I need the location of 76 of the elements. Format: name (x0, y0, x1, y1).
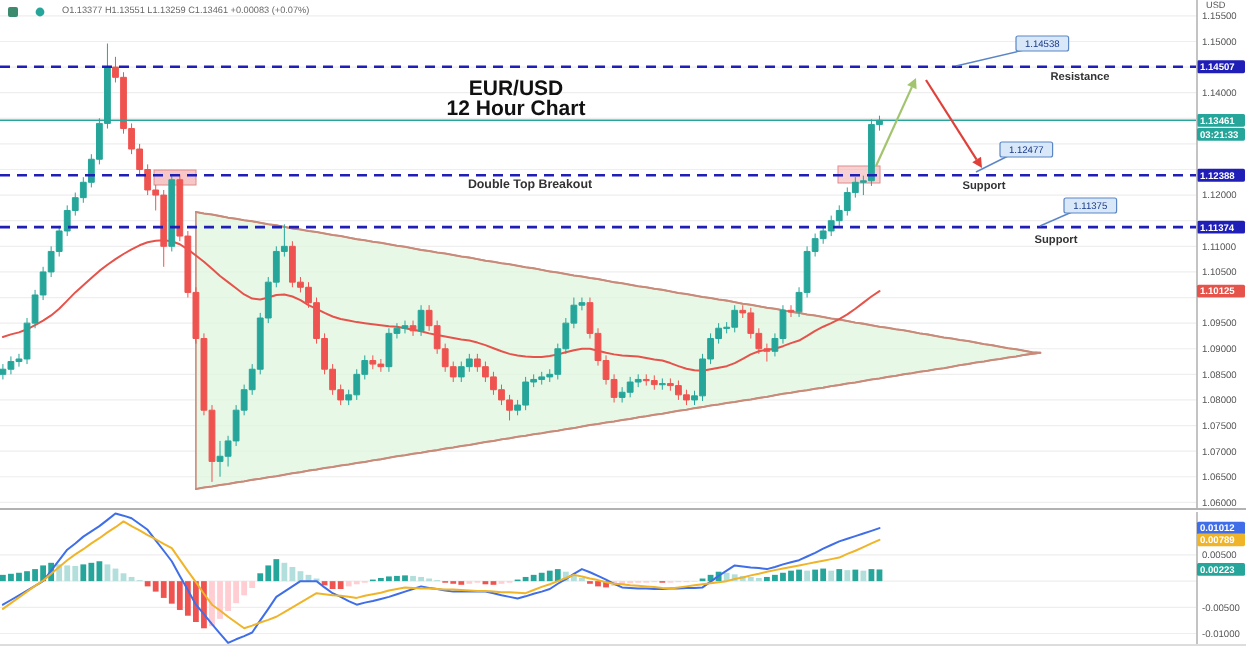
bar (804, 570, 810, 582)
candlestick (168, 174, 176, 252)
candlestick (385, 327, 393, 373)
candlestick (538, 371, 546, 386)
bar (860, 570, 867, 582)
bar (152, 581, 159, 592)
bar (88, 562, 95, 582)
candlestick (401, 320, 409, 334)
bar (16, 572, 22, 582)
bar (394, 575, 400, 582)
bar (176, 581, 183, 610)
text: EUR/USD 12 Hour Chart (446, 77, 587, 121)
bar (241, 581, 248, 596)
bar (257, 573, 264, 582)
bar (595, 581, 601, 587)
bar (747, 576, 754, 582)
bar (828, 570, 835, 582)
candlestick (0, 363, 7, 380)
bar (337, 581, 344, 589)
bar (217, 581, 223, 619)
bar (64, 565, 71, 582)
bar (546, 570, 553, 582)
bar (852, 569, 859, 582)
candlestick (675, 379, 682, 401)
bar (844, 570, 851, 582)
bar (8, 573, 14, 582)
bar (554, 569, 561, 582)
bar (522, 576, 529, 582)
bar (538, 572, 545, 582)
bar (144, 581, 151, 587)
bar (820, 568, 827, 582)
candlestick (7, 355, 15, 375)
candlestick (522, 376, 530, 411)
bar (32, 569, 38, 582)
bar (72, 565, 79, 582)
bar (402, 575, 408, 582)
bar (160, 581, 167, 598)
candlestick (666, 377, 674, 392)
bar (80, 564, 87, 582)
bar (24, 571, 30, 582)
bar (225, 581, 231, 611)
bar (812, 569, 819, 582)
bar (233, 581, 240, 604)
bar (386, 576, 392, 582)
candlestick (377, 358, 385, 373)
bar (788, 570, 794, 582)
candlestick (369, 354, 377, 370)
line-series (1, 512, 881, 644)
candlestick (216, 440, 224, 478)
bar (796, 569, 802, 582)
bar (249, 581, 256, 588)
candlestick (457, 361, 465, 383)
bar (763, 576, 770, 582)
bar (168, 581, 175, 604)
candlestick (658, 377, 666, 391)
bar (772, 574, 778, 582)
candlestick (417, 304, 425, 337)
bar (780, 572, 786, 582)
candlestick (642, 373, 650, 387)
candlestick (731, 304, 739, 333)
bar (530, 574, 537, 582)
bar (329, 581, 336, 589)
bar (0, 574, 6, 582)
candlestick (409, 320, 417, 337)
bar (410, 575, 416, 582)
candlestick (626, 376, 634, 398)
bar (281, 562, 288, 582)
bar (345, 581, 352, 587)
candlestick (650, 374, 658, 391)
line-series (1, 520, 881, 630)
bar (836, 569, 843, 582)
candlestick (787, 304, 795, 318)
candlestick (289, 240, 296, 288)
bar (265, 565, 272, 582)
bar (418, 576, 424, 582)
bar (273, 559, 280, 582)
